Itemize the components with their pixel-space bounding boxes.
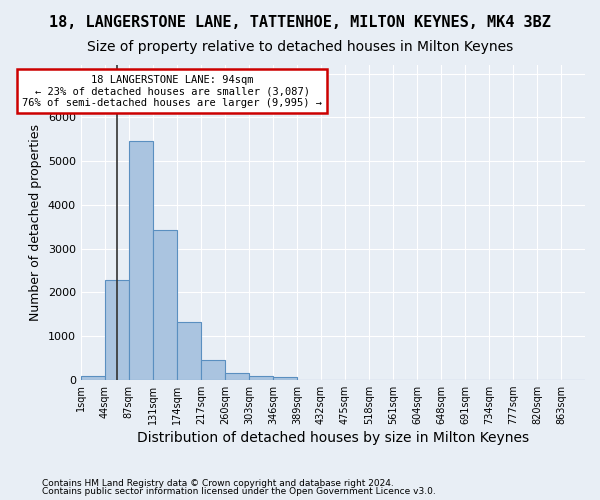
Text: 18, LANGERSTONE LANE, TATTENHOE, MILTON KEYNES, MK4 3BZ: 18, LANGERSTONE LANE, TATTENHOE, MILTON … bbox=[49, 15, 551, 30]
Bar bbox=[249, 376, 273, 380]
Bar bbox=[201, 360, 225, 380]
Y-axis label: Number of detached properties: Number of detached properties bbox=[29, 124, 43, 321]
Bar bbox=[273, 378, 297, 380]
Bar bbox=[153, 230, 177, 380]
Bar bbox=[177, 322, 201, 380]
Text: Contains public sector information licensed under the Open Government Licence v3: Contains public sector information licen… bbox=[42, 487, 436, 496]
X-axis label: Distribution of detached houses by size in Milton Keynes: Distribution of detached houses by size … bbox=[137, 431, 529, 445]
Bar bbox=[129, 140, 153, 380]
Bar bbox=[105, 280, 129, 380]
Bar bbox=[225, 373, 249, 380]
Bar bbox=[81, 376, 105, 380]
Text: 18 LANGERSTONE LANE: 94sqm
← 23% of detached houses are smaller (3,087)
76% of s: 18 LANGERSTONE LANE: 94sqm ← 23% of deta… bbox=[22, 74, 322, 108]
Text: Size of property relative to detached houses in Milton Keynes: Size of property relative to detached ho… bbox=[87, 40, 513, 54]
Text: Contains HM Land Registry data © Crown copyright and database right 2024.: Contains HM Land Registry data © Crown c… bbox=[42, 478, 394, 488]
